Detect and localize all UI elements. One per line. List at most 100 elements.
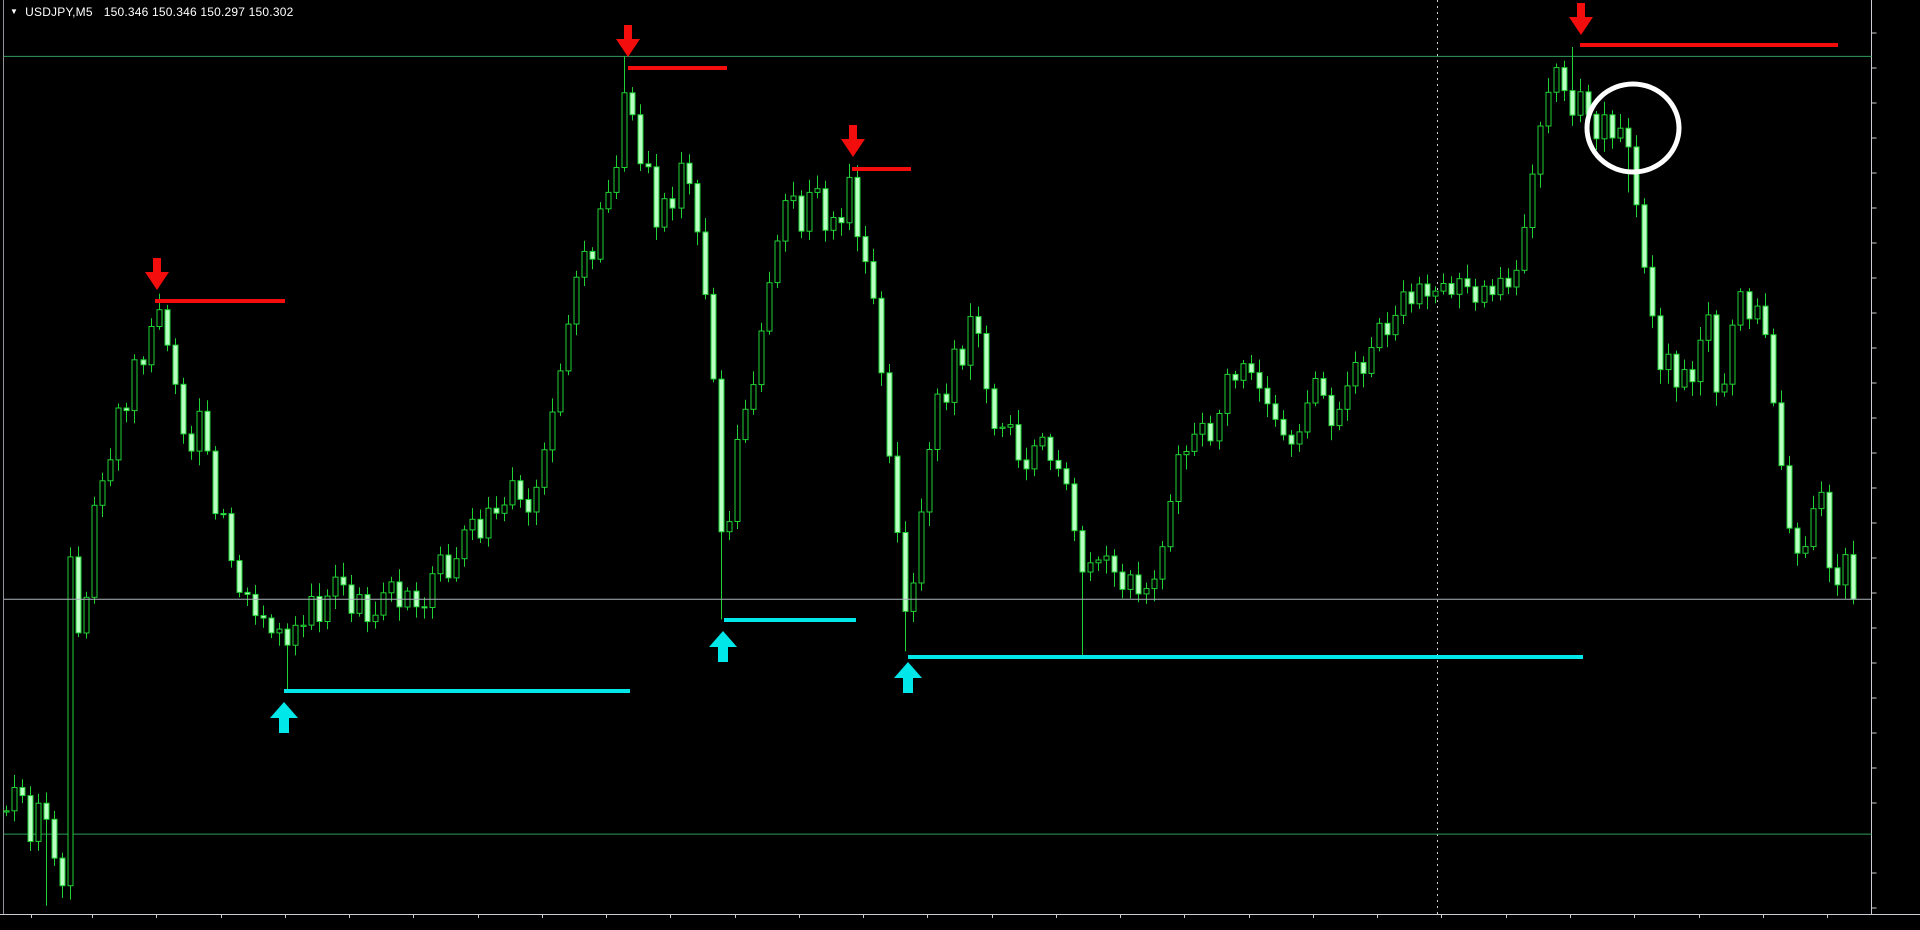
bull-candle-body: [1617, 127, 1624, 139]
buy-arrow-up-icon[interactable]: [709, 631, 737, 662]
bear-candle-body: [1657, 315, 1664, 371]
bull-candle-body: [1553, 67, 1560, 93]
sell-signal[interactable]: [145, 258, 285, 303]
buy-arrow-up-icon[interactable]: [894, 662, 922, 693]
bear-candle-body: [1850, 554, 1857, 600]
bear-candle-body: [886, 372, 893, 457]
bull-candle-body: [131, 359, 138, 412]
bull-candle-body: [1224, 373, 1231, 414]
highlight-circle-annotation[interactable]: [1584, 81, 1682, 175]
bear-candle-body: [1689, 369, 1696, 383]
bull-candle-body: [429, 573, 436, 609]
bear-candle-body: [1264, 387, 1271, 405]
bear-candle-body: [1770, 334, 1777, 404]
bull-candle-body: [1440, 283, 1447, 292]
bull-candle-body: [356, 594, 363, 614]
bull-candle-body: [1007, 424, 1014, 428]
chart-title: ▼ USDJPY,M5 150.346 150.346 150.297 150.…: [10, 5, 293, 19]
bear-candle-body: [669, 198, 676, 209]
sell-arrow-down-icon[interactable]: [616, 25, 640, 57]
bear-candle-body: [1794, 527, 1801, 554]
buy-signal[interactable]: [894, 655, 1583, 693]
bear-candle-body: [637, 114, 644, 165]
bull-candle-body: [726, 521, 733, 533]
bull-candle-body: [758, 330, 765, 386]
bear-candle-body: [1762, 305, 1769, 336]
bull-candle-body: [1167, 501, 1174, 548]
bear-candle-body: [718, 378, 725, 533]
bull-candle-body: [790, 195, 797, 202]
bull-candle-body: [1304, 402, 1311, 433]
sell-arrow-down-icon[interactable]: [145, 258, 169, 290]
price-axis[interactable]: 151.030150.985150.940150.895150.850150.8…: [1872, 0, 1920, 914]
bear-candle-body: [525, 499, 532, 513]
bull-candle-body: [83, 596, 90, 634]
bull-candle-body: [509, 480, 516, 506]
bull-candle-body: [1216, 413, 1223, 442]
bull-candle-body: [1432, 290, 1439, 297]
bear-candle-body: [983, 333, 990, 390]
bull-candle-body: [1336, 408, 1343, 427]
bull-candle-body: [156, 309, 163, 328]
bear-candle-body: [1384, 322, 1391, 336]
bull-candle-body: [1312, 378, 1319, 404]
bull-candle-body: [115, 407, 122, 461]
bear-candle-body: [1489, 285, 1496, 296]
bull-candle-body: [3, 810, 10, 813]
bear-candle-body: [1561, 67, 1568, 92]
bear-candle-body: [228, 513, 235, 562]
bear-candle-body: [686, 162, 693, 185]
bull-candle-body: [1031, 445, 1038, 470]
bear-candle-body: [1448, 283, 1455, 295]
bull-candle-body: [91, 504, 98, 598]
bear-candle-body: [653, 166, 660, 228]
bull-candle-body: [437, 554, 444, 575]
bull-candle-body: [766, 282, 773, 332]
bear-candle-body: [991, 388, 998, 429]
sell-arrow-down-icon[interactable]: [1569, 3, 1593, 35]
bear-candle-body: [822, 188, 829, 231]
bear-candle-body: [959, 348, 966, 366]
bull-candle-body: [533, 486, 540, 513]
bear-candle-body: [878, 297, 885, 374]
sell-arrow-down-icon[interactable]: [841, 125, 865, 157]
bull-candle-body: [461, 529, 468, 560]
buy-signal[interactable]: [709, 618, 856, 662]
bull-candle-body: [292, 624, 299, 646]
bear-candle-body: [1055, 459, 1062, 470]
bull-candle-body: [1521, 226, 1528, 271]
bear-candle-body: [1232, 373, 1239, 381]
bear-candle-body: [1746, 291, 1753, 320]
bull-candle-body: [300, 624, 307, 627]
bull-candle-body: [1159, 546, 1166, 580]
bull-candle-body: [678, 162, 685, 209]
bear-candle-body: [1641, 204, 1648, 268]
bull-candle-body: [1754, 305, 1761, 320]
bear-candle-body: [51, 818, 58, 859]
bull-candle-body: [1296, 431, 1303, 445]
buy-arrow-up-icon[interactable]: [270, 702, 298, 733]
bear-candle-body: [340, 576, 347, 586]
chart-symbol-timeframe: USDJPY,M5: [25, 5, 93, 19]
bear-candle-body: [517, 480, 524, 500]
bear-candle-body: [1288, 434, 1295, 445]
bull-candle-body: [918, 511, 925, 584]
sell-signal[interactable]: [1569, 3, 1838, 47]
bear-candle-body: [1472, 286, 1479, 303]
bull-candle-body: [742, 408, 749, 441]
bull-candle-body: [597, 208, 604, 260]
symbol-dropdown-icon[interactable]: ▼: [10, 7, 19, 16]
sell-signal[interactable]: [616, 25, 727, 70]
bull-candle-body: [1127, 574, 1134, 590]
time-axis[interactable]: 28 Feb 202528 Feb 09:4028 Feb 10:2028 Fe…: [0, 914, 1920, 930]
bull-candle-body: [621, 92, 628, 168]
bear-candle-body: [445, 554, 452, 579]
bull-candle-body: [1087, 562, 1094, 573]
bear-candle-body: [1256, 372, 1263, 389]
sell-signal[interactable]: [841, 125, 911, 171]
bear-candle-body: [702, 231, 709, 295]
buy-signal[interactable]: [270, 689, 630, 733]
bull-candle-body: [1368, 347, 1375, 374]
